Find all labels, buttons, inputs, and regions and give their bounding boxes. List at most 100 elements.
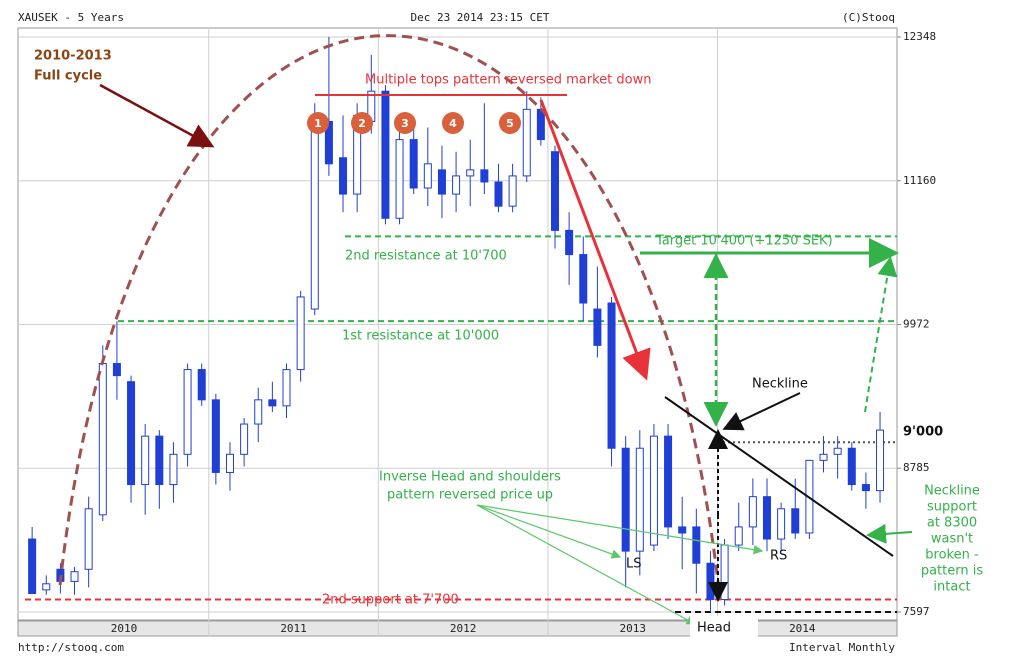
- candle-body: [847, 447, 856, 486]
- head-label-bg: [690, 616, 758, 638]
- intact-line: at 8300: [927, 516, 977, 531]
- support-label: 2nd support at 7'700: [322, 593, 459, 608]
- candle-body: [565, 229, 574, 256]
- candle-body: [579, 254, 588, 304]
- neck-level-label: 9'000: [903, 425, 943, 440]
- pointer-rs: [476, 504, 764, 555]
- top-marker: [394, 112, 416, 134]
- x-tick-label: 2012: [450, 622, 477, 635]
- candle-body: [169, 453, 178, 486]
- candle-body: [98, 363, 107, 516]
- candle-body: [225, 453, 234, 473]
- tops-label: Multiple tops pattern reversed market do…: [365, 73, 651, 88]
- candle-body: [494, 181, 503, 207]
- candle-body: [635, 447, 644, 552]
- pointer-ls: [476, 504, 622, 559]
- res1-label: 1st resistance at 10'000: [342, 329, 499, 344]
- candle-body: [706, 562, 715, 601]
- head-label: Head: [697, 621, 731, 636]
- ihs-label: pattern reversed price up: [387, 488, 553, 503]
- cycle-label: Full cycle: [34, 69, 102, 84]
- candle-body: [678, 526, 687, 534]
- candle-body: [508, 175, 517, 207]
- credit: (C)Stooq: [842, 11, 895, 24]
- candle-body: [876, 429, 885, 492]
- candle-body: [536, 108, 545, 141]
- levels: [25, 235, 897, 614]
- top-number: 3: [401, 117, 409, 130]
- ls-label: LS: [626, 557, 642, 572]
- top-number: 5: [506, 117, 514, 130]
- candle-body: [197, 369, 206, 401]
- res2-label: 2nd resistance at 10'700: [345, 249, 507, 264]
- candle-body: [437, 169, 446, 195]
- target-label: Target 10'400 (+1250 SEK): [655, 234, 833, 249]
- y-tick-label: 7597: [903, 605, 930, 618]
- candle-body: [748, 496, 757, 528]
- candle-body: [423, 163, 432, 189]
- top-number: 1: [314, 117, 322, 130]
- intact-line: intact: [933, 580, 970, 595]
- support-arrow: [866, 523, 913, 544]
- candle-body: [409, 139, 418, 189]
- candle-body: [381, 90, 390, 219]
- top-marker: [351, 112, 373, 134]
- rs-label: RS: [770, 549, 787, 564]
- intact-line: wasn't: [931, 532, 973, 547]
- grid: 7597 8785 9972 11160 12348 2010 2011 2012 2013 20…: [18, 28, 936, 636]
- candle-body: [791, 508, 800, 534]
- candle-body: [621, 447, 630, 552]
- candle-body: [452, 175, 461, 195]
- candle-body: [127, 381, 136, 486]
- top-marker: [499, 112, 521, 134]
- x-tick-label: 2013: [619, 622, 646, 635]
- candle-body: [480, 169, 489, 183]
- intact-line: support: [927, 500, 977, 515]
- neckline-label: Neckline: [752, 377, 808, 392]
- candle-body: [183, 369, 192, 455]
- y-tick-label: 11160: [903, 174, 936, 187]
- candle-body: [141, 435, 150, 486]
- chart-title: XAUSEK - 5 Years: [18, 11, 124, 24]
- neckline-arrow: [722, 392, 801, 431]
- cycle-arc: [58, 34, 722, 601]
- year-band: [17, 620, 898, 637]
- ihs-label: Inverse Head and shoulders: [379, 470, 561, 485]
- candle-body: [324, 120, 333, 165]
- candle-body: [466, 169, 475, 177]
- top-markers: 1 2 3 4 5: [307, 112, 521, 134]
- interval: Interval Monthly: [789, 641, 895, 654]
- candle-body: [296, 296, 305, 371]
- candle-body: [777, 508, 786, 540]
- cycle-label: 2010-2013: [34, 49, 112, 64]
- target-arrow-2: [864, 256, 898, 413]
- top-number: 4: [449, 117, 457, 130]
- top-number: 2: [358, 117, 366, 130]
- pointer-head: [476, 504, 697, 625]
- candle-body: [395, 139, 404, 219]
- x-tick-label: 2011: [280, 622, 307, 635]
- candle-body: [339, 157, 348, 195]
- candle-body: [211, 399, 220, 473]
- candle-body: [254, 399, 263, 425]
- candle-body: [607, 302, 616, 449]
- candle-body: [282, 369, 291, 407]
- candles: [28, 36, 885, 613]
- top-marker: [307, 112, 329, 134]
- cycle-arrow: [99, 83, 215, 148]
- source: http://stooq.com: [18, 641, 124, 654]
- y-tick-label: 12348: [903, 30, 936, 43]
- y-tick-label: 9972: [903, 318, 930, 331]
- x-tick-label: 2010: [111, 622, 138, 635]
- neckline: [664, 396, 894, 557]
- candle-body: [28, 538, 37, 594]
- intact-line: pattern is: [921, 564, 984, 579]
- y-tick-label: 8785: [903, 461, 930, 474]
- candle-body: [762, 496, 771, 540]
- down-arrow: [539, 99, 651, 381]
- top-marker: [442, 112, 464, 134]
- candle-body: [551, 151, 560, 231]
- candle-body: [833, 447, 842, 455]
- candle-body: [819, 453, 828, 461]
